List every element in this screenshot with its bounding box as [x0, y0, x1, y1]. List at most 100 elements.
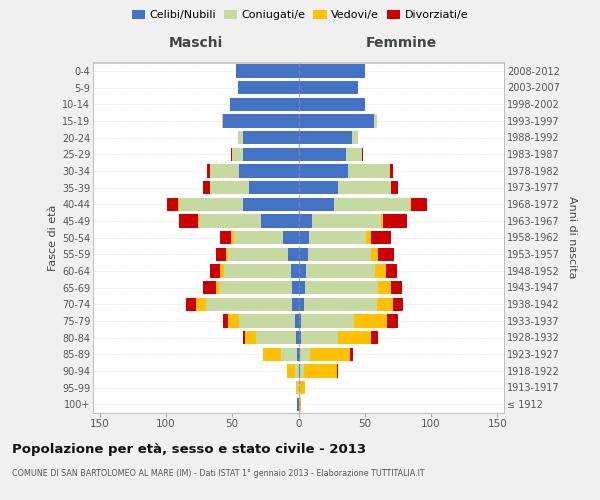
Text: COMUNE DI SAN BARTOLOMEO AL MARE (IM) - Dati ISTAT 1° gennaio 2013 - Elaborazion: COMUNE DI SAN BARTOLOMEO AL MARE (IM) - …	[12, 469, 425, 478]
Bar	[299, 148, 346, 161]
Legend: Celibi/Nubili, Coniugati/e, Vedovi/e, Divorziati/e: Celibi/Nubili, Coniugati/e, Vedovi/e, Di…	[127, 6, 473, 25]
Bar	[299, 264, 307, 278]
Bar	[388, 314, 398, 328]
Bar	[238, 81, 299, 94]
Bar	[299, 348, 300, 361]
Bar	[297, 381, 299, 394]
Bar	[217, 248, 226, 261]
Bar	[307, 264, 376, 278]
Bar	[203, 181, 209, 194]
Bar	[243, 131, 299, 144]
Bar	[250, 181, 299, 194]
Bar	[219, 281, 292, 294]
Bar	[228, 248, 288, 261]
Bar	[362, 148, 364, 161]
Bar	[299, 131, 352, 144]
Bar	[299, 281, 305, 294]
Bar	[392, 298, 403, 311]
Y-axis label: Fasce di età: Fasce di età	[47, 204, 58, 270]
Bar	[299, 81, 358, 94]
Bar	[198, 214, 199, 228]
Bar	[297, 348, 299, 361]
Bar	[299, 314, 301, 328]
Bar	[386, 264, 397, 278]
Bar	[296, 381, 297, 394]
Bar	[299, 231, 309, 244]
Bar	[243, 198, 299, 211]
Bar	[297, 398, 299, 411]
Bar	[179, 198, 243, 211]
Bar	[299, 164, 347, 177]
Bar	[299, 198, 334, 211]
Bar	[300, 364, 304, 378]
Bar	[220, 231, 231, 244]
Bar	[299, 181, 338, 194]
Bar	[292, 281, 299, 294]
Bar	[371, 231, 391, 244]
Y-axis label: Anni di nascita: Anni di nascita	[566, 196, 577, 278]
Bar	[295, 364, 299, 378]
Bar	[203, 281, 217, 294]
Bar	[300, 348, 310, 361]
Bar	[347, 164, 390, 177]
Bar	[199, 214, 262, 228]
Bar	[288, 248, 299, 261]
Bar	[223, 114, 299, 128]
Bar	[209, 164, 239, 177]
Bar	[179, 214, 198, 228]
Bar	[281, 348, 297, 361]
Bar	[178, 198, 179, 211]
Bar	[299, 114, 374, 128]
Bar	[295, 314, 299, 328]
Bar	[296, 331, 299, 344]
Bar	[378, 248, 394, 261]
Bar	[390, 164, 392, 177]
Bar	[228, 314, 239, 328]
Bar	[354, 314, 388, 328]
Bar	[350, 348, 353, 361]
Bar	[243, 148, 299, 161]
Bar	[378, 281, 391, 294]
Bar	[383, 214, 407, 228]
Bar	[312, 214, 381, 228]
Bar	[224, 264, 290, 278]
Bar	[223, 314, 228, 328]
Bar	[283, 231, 299, 244]
Bar	[391, 281, 402, 294]
Bar	[209, 264, 220, 278]
Bar	[305, 281, 378, 294]
Bar	[381, 214, 383, 228]
Bar	[233, 231, 283, 244]
Bar	[262, 214, 299, 228]
Bar	[207, 164, 209, 177]
Bar	[304, 364, 337, 378]
Bar	[263, 348, 281, 361]
Bar	[209, 181, 250, 194]
Bar	[299, 331, 301, 344]
Bar	[239, 314, 295, 328]
Bar	[337, 364, 338, 378]
Bar	[309, 231, 366, 244]
Bar	[196, 298, 206, 311]
Bar	[287, 364, 295, 378]
Bar	[374, 114, 377, 128]
Bar	[371, 331, 378, 344]
Bar	[230, 98, 299, 111]
Bar	[206, 298, 292, 311]
Bar	[299, 98, 365, 111]
Bar	[243, 331, 245, 344]
Bar	[371, 248, 378, 261]
Bar	[299, 298, 304, 311]
Bar	[220, 264, 224, 278]
Bar	[304, 298, 377, 311]
Bar	[290, 264, 299, 278]
Bar	[338, 181, 391, 194]
Bar	[226, 248, 228, 261]
Bar	[245, 331, 256, 344]
Bar	[238, 131, 243, 144]
Bar	[299, 64, 365, 78]
Bar	[299, 364, 300, 378]
Bar	[352, 131, 358, 144]
Text: Popolazione per età, sesso e stato civile - 2013: Popolazione per età, sesso e stato civil…	[12, 442, 366, 456]
Bar	[256, 331, 296, 344]
